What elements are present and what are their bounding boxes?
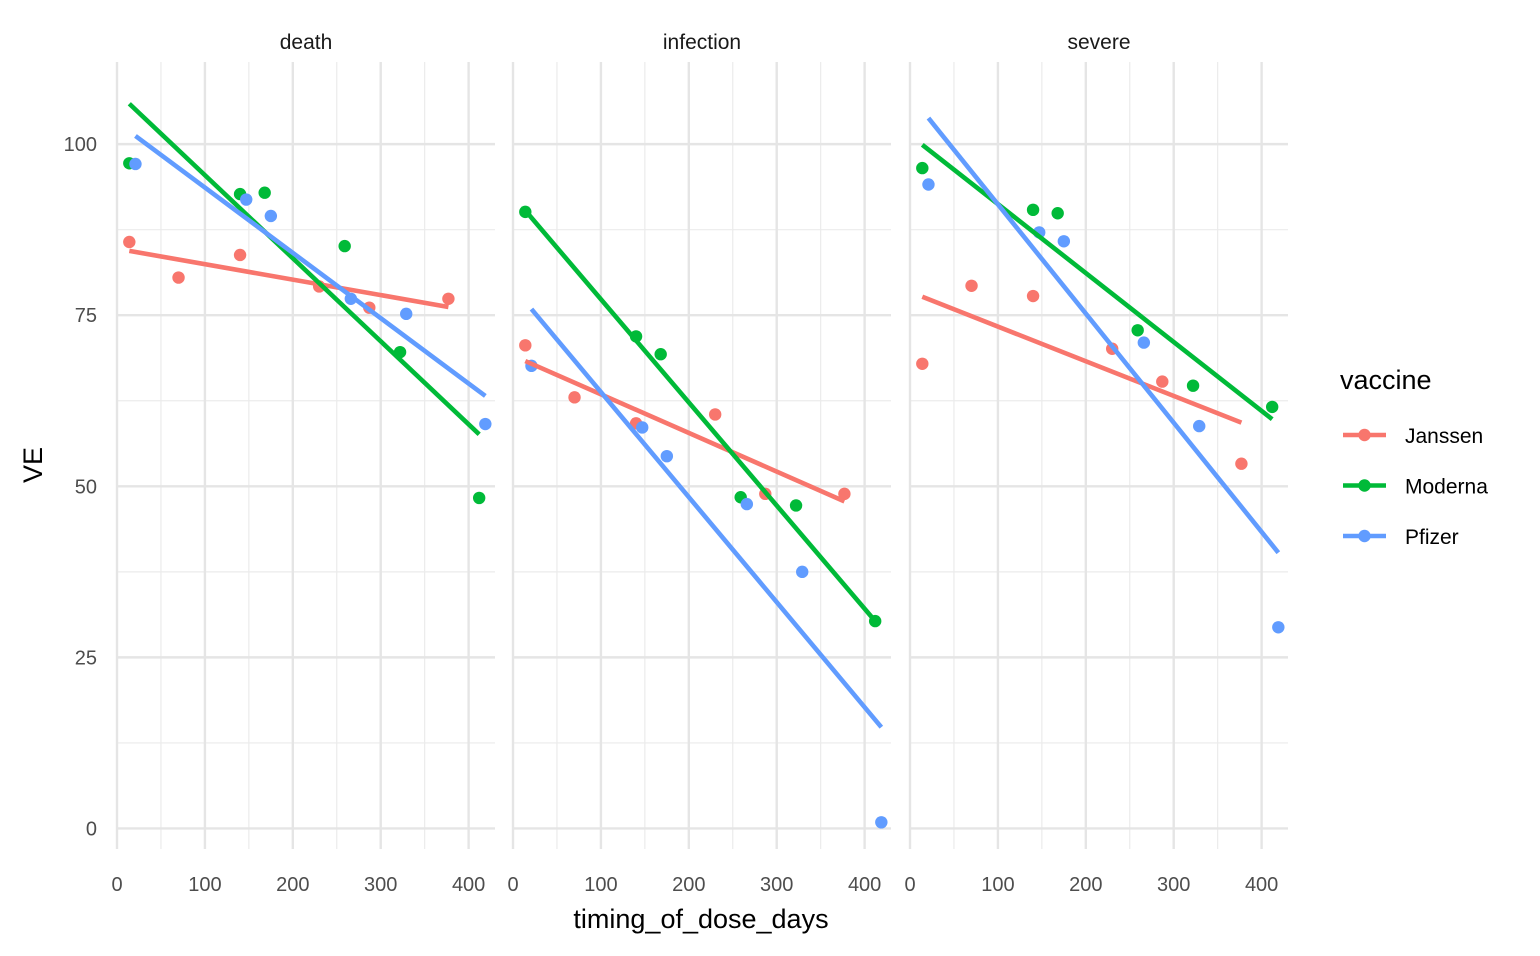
x-tick-label: 300	[1157, 874, 1190, 896]
legend-key-point	[1358, 479, 1371, 492]
fit-line-moderna	[127, 102, 481, 436]
legend-title: vaccine	[1340, 365, 1432, 395]
facet-strip-label: death	[280, 31, 333, 54]
data-point	[1265, 400, 1279, 414]
x-tick-label: 200	[276, 874, 309, 896]
legend-label: Pfizer	[1405, 526, 1459, 549]
data-point	[740, 497, 754, 511]
facet-strip-label: infection	[663, 31, 741, 54]
data-point	[233, 248, 247, 262]
legend-key-point	[1358, 428, 1371, 442]
data-point	[654, 348, 667, 361]
legend: vaccine Janssen Moderna Pfizer	[1340, 365, 1488, 549]
legend-item-pfizer: Pfizer	[1343, 526, 1459, 549]
x-tick-label: 0	[507, 874, 518, 896]
legend-items: Janssen Moderna Pfizer	[1343, 425, 1488, 549]
data-point	[1193, 419, 1206, 433]
data-point	[875, 816, 888, 829]
y-axis-title: VE	[18, 447, 48, 483]
x-tick-label: 400	[452, 874, 485, 896]
data-point	[916, 357, 929, 370]
facet-panels: death 0 100 200 300 400 0 25 50 75 100 infection 0 10…	[64, 31, 1288, 896]
series-moderna	[916, 161, 1279, 414]
data-point	[258, 186, 271, 199]
data-point	[1026, 289, 1040, 303]
facet-strip-label: severe	[1067, 31, 1130, 54]
fit-line-janssen	[921, 294, 1243, 425]
x-tick-label: 100	[584, 874, 617, 896]
facet-panel-infection: infection 0 100 200 300 400	[507, 31, 891, 896]
legend-item-janssen: Janssen	[1343, 425, 1483, 448]
data-point	[240, 193, 253, 206]
x-tick-label: 400	[848, 874, 881, 896]
data-point	[1026, 203, 1040, 217]
data-point	[708, 408, 722, 421]
data-point	[472, 491, 486, 505]
y-tick-label: 50	[75, 476, 97, 498]
x-tick-label: 0	[904, 874, 915, 896]
legend-label: Janssen	[1405, 425, 1483, 448]
fit-line-moderna	[920, 142, 1274, 422]
data-point	[965, 279, 978, 292]
fit-line-janssen	[128, 248, 449, 310]
legend-label: Moderna	[1405, 476, 1488, 499]
data-point	[442, 292, 455, 305]
data-point	[1131, 324, 1144, 337]
data-point	[636, 421, 649, 434]
y-tick-label: 75	[75, 305, 97, 327]
x-tick-label: 200	[672, 874, 705, 896]
x-tick-label: 100	[188, 874, 221, 896]
data-point	[660, 449, 674, 463]
minor-gridlines	[117, 62, 495, 849]
x-tick-label: 400	[1245, 874, 1278, 896]
minor-gridlines	[910, 62, 1288, 849]
x-tick-label: 0	[111, 874, 122, 896]
data-point	[1235, 457, 1248, 470]
y-tick-label: 100	[64, 134, 97, 156]
legend-item-moderna: Moderna	[1343, 476, 1488, 499]
data-point	[479, 417, 492, 431]
fit-line-pfizer	[134, 134, 487, 398]
data-point	[1137, 336, 1151, 349]
data-point	[789, 499, 803, 512]
x-tick-label: 200	[1069, 874, 1102, 896]
legend-key-point	[1358, 529, 1371, 543]
data-point	[519, 339, 532, 352]
data-point	[916, 161, 929, 175]
data-point	[838, 487, 851, 501]
data-point	[129, 157, 142, 171]
y-tick-label: 0	[86, 818, 97, 840]
facet-panel-severe: severe 0 100 200 300 400	[904, 31, 1288, 896]
fit-line-janssen	[524, 358, 846, 504]
major-gridlines	[511, 62, 891, 849]
x-tick-label: 300	[364, 874, 397, 896]
data-point	[922, 178, 935, 191]
x-axis-title: timing_of_dose_days	[573, 904, 828, 934]
x-tick-label: 300	[760, 874, 793, 896]
data-point	[1272, 621, 1285, 634]
fit-line-pfizer	[529, 307, 884, 729]
data-point	[123, 235, 136, 249]
data-point	[1156, 375, 1169, 388]
data-point	[172, 271, 185, 284]
data-point	[264, 209, 278, 223]
facet-panel-death: death 0 100 200 300 400 0 25 50 75 100	[64, 31, 495, 896]
fit-line-moderna	[523, 209, 877, 623]
data-point	[1186, 379, 1200, 392]
series-pfizer	[922, 178, 1285, 634]
major-gridlines	[115, 62, 495, 849]
data-point	[1051, 207, 1064, 220]
fit-line-pfizer	[926, 116, 1281, 555]
y-tick-label: 25	[75, 647, 97, 669]
data-point	[400, 307, 413, 321]
data-point	[1057, 235, 1071, 248]
data-point	[796, 565, 809, 579]
x-tick-label: 100	[981, 874, 1014, 896]
data-point	[338, 239, 351, 253]
data-point	[568, 391, 581, 404]
